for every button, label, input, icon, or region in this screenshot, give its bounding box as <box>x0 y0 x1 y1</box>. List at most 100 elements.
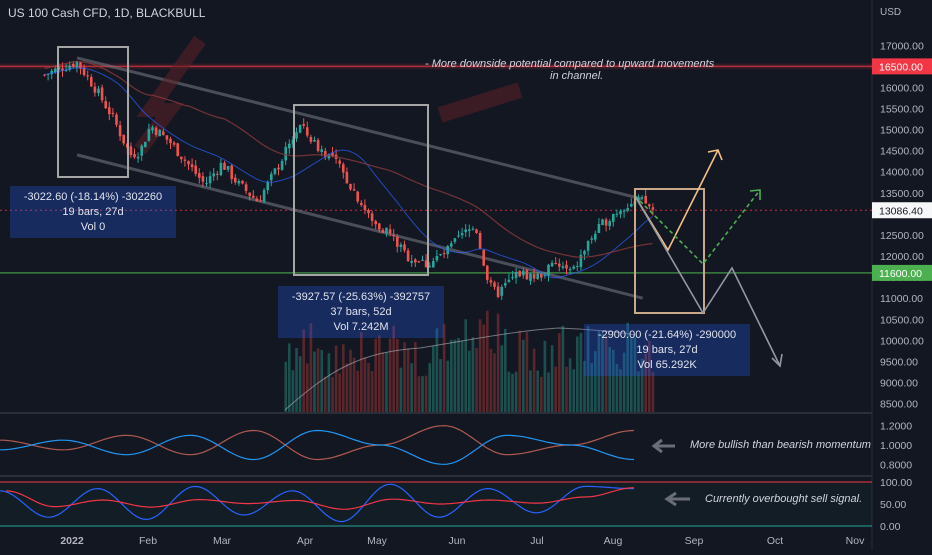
candle-body <box>79 62 82 69</box>
candle-body <box>457 235 460 237</box>
candle-body <box>648 204 651 207</box>
volume-bar <box>622 352 626 412</box>
candle-body <box>453 238 457 242</box>
candle-body <box>295 132 298 139</box>
candle-body <box>345 171 349 184</box>
volume-bar <box>536 370 539 412</box>
candle-body <box>460 232 464 236</box>
candle-body <box>324 150 327 158</box>
volume-bar <box>529 370 532 412</box>
volume-bars <box>284 310 655 412</box>
candle-body <box>187 161 190 165</box>
volume-bar <box>464 319 467 412</box>
volume-bar <box>568 358 572 412</box>
candle-body <box>568 268 572 271</box>
price-tick-label: 15000.00 <box>880 125 924 137</box>
volume-bar <box>316 348 320 412</box>
candle-body <box>601 219 604 226</box>
candle-body <box>115 114 118 125</box>
candle-body <box>75 61 79 68</box>
volume-bar <box>442 323 446 412</box>
candle-body <box>558 263 561 267</box>
candle-body <box>511 277 514 279</box>
price-tick-label: 14000.00 <box>880 167 924 179</box>
candle-body <box>252 195 255 198</box>
volume-bar <box>644 354 647 412</box>
volume-bar <box>626 322 629 412</box>
time-tick-label: Sep <box>685 535 704 547</box>
candle-body <box>266 181 269 191</box>
volume-bar <box>306 363 309 412</box>
candle-body <box>306 127 309 136</box>
candle-body <box>486 265 489 280</box>
candle-body <box>244 184 248 192</box>
volume-bar <box>439 359 442 412</box>
time-tick-label: Apr <box>297 535 314 547</box>
volume-bar <box>514 371 518 412</box>
volume-bar <box>532 348 536 412</box>
volume-bar <box>540 376 543 412</box>
candle-body <box>468 229 471 231</box>
time-tick-label: Jun <box>449 535 466 547</box>
volume-bar <box>590 363 593 412</box>
price-tag-current-bg <box>872 202 932 219</box>
candle-body <box>608 221 611 227</box>
candle-body <box>514 271 518 278</box>
volume-bar <box>342 344 345 412</box>
candle-body <box>255 198 259 202</box>
volume-bar <box>594 351 597 412</box>
candle-body <box>464 229 467 233</box>
candle-body <box>396 236 399 247</box>
candle-body <box>644 195 647 204</box>
price-tag-top-level-bg <box>872 58 932 75</box>
measurement-boxes <box>57 46 705 314</box>
volume-bar <box>360 332 363 412</box>
candle-body <box>104 101 107 109</box>
price-tick-label: 14500.00 <box>880 146 924 158</box>
candle-body <box>316 140 320 152</box>
volume-bar <box>374 338 377 412</box>
candle-body <box>529 273 532 281</box>
osc-line-positive <box>0 429 635 465</box>
candle-body <box>122 134 125 144</box>
time-tick-label: Mar <box>213 535 232 547</box>
candle-body <box>111 112 115 114</box>
candle-body <box>270 173 273 181</box>
candle-body <box>547 264 550 276</box>
volume-bar <box>388 338 392 412</box>
candle-body <box>277 167 280 170</box>
volume-bar <box>471 337 475 412</box>
candle-body <box>586 240 590 251</box>
chart-title: US 100 Cash CFD, 1D, BLACKBULL <box>8 6 206 20</box>
candle-body <box>273 168 277 175</box>
candle-body <box>590 238 593 240</box>
bullish-projection-arrow <box>634 149 719 252</box>
volume-bar <box>576 336 579 412</box>
measurement-label-3: -2900.00 (-21.64%) -290000 19 bars, 27d … <box>584 324 750 376</box>
candle-body <box>378 223 381 230</box>
osc-line-negative <box>0 425 635 461</box>
candle-body <box>622 210 626 212</box>
time-tick-label: 2022 <box>60 535 84 547</box>
candle-body <box>248 192 251 196</box>
candle-body <box>262 190 266 202</box>
stoch-tick-label: 0.00 <box>880 521 901 533</box>
candle-body <box>604 219 608 226</box>
volume-bar <box>406 348 410 412</box>
volume-bar <box>446 360 449 412</box>
volume-bar <box>331 376 334 412</box>
volume-bar <box>504 328 507 412</box>
ma-slow <box>44 60 653 258</box>
measurement-2-change: -3927.57 (-25.63%) -392757 <box>291 291 431 303</box>
candle-body <box>100 87 104 101</box>
candle-body <box>615 213 619 215</box>
measurement-label-2: -3927.57 (-25.63%) -392757 37 bars, 52d … <box>278 286 444 338</box>
candle-body <box>579 254 583 268</box>
note-downside-line2: in channel. <box>550 70 604 82</box>
volume-bar <box>424 375 428 412</box>
candle-body <box>374 221 377 225</box>
candle-body <box>280 160 284 170</box>
candle-body <box>212 173 215 177</box>
candle-body <box>82 67 86 76</box>
